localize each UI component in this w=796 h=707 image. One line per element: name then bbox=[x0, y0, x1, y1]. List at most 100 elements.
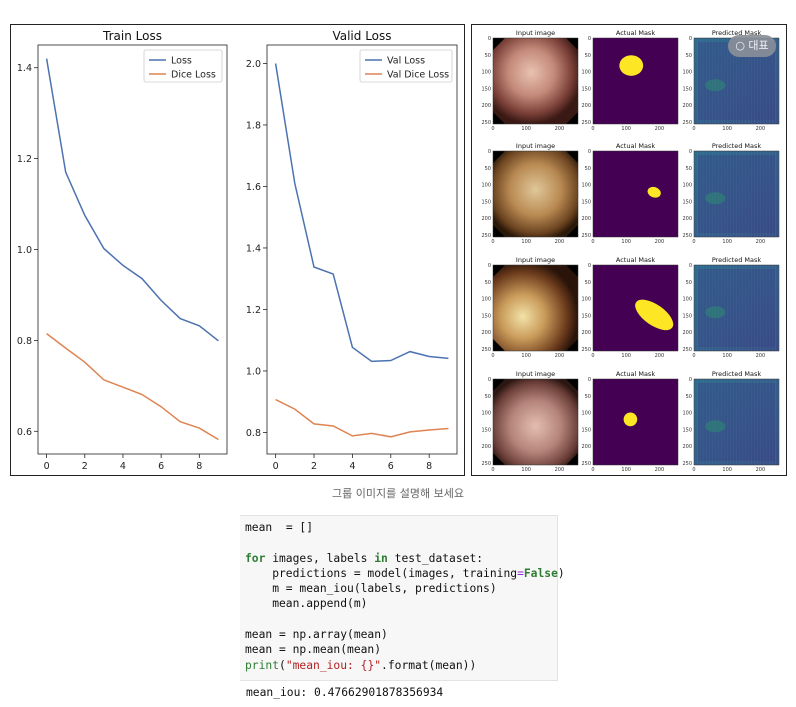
predicted-mask-hotspot bbox=[705, 192, 726, 205]
mask-cell-border bbox=[492, 378, 579, 466]
code-line-8: mean = np.array(mean) bbox=[245, 628, 388, 642]
code-line-4: predictions = model(images, training bbox=[245, 566, 518, 580]
series-line-1 bbox=[274, 63, 449, 363]
polyp-mask bbox=[647, 186, 661, 198]
x-tick-label: 2 bbox=[82, 461, 88, 472]
badge-label: 대표 bbox=[748, 39, 769, 52]
x-tick-label: 4 bbox=[349, 461, 355, 472]
mask-cell-title: Predicted Mask bbox=[712, 142, 762, 150]
predicted-mask-hotspot bbox=[705, 79, 726, 92]
mask-y-tick: 50 bbox=[686, 280, 692, 286]
mask-y-tick: 150 bbox=[581, 86, 591, 92]
y-tick-label: 0.6 bbox=[17, 427, 32, 438]
mask-x-tick: 0 bbox=[591, 353, 594, 359]
mask-cell-border bbox=[592, 37, 679, 125]
endoscopy-image bbox=[493, 151, 578, 237]
code-line-5: m = mean_iou(labels, predictions) bbox=[245, 582, 497, 596]
mask-y-tick: 50 bbox=[585, 53, 591, 59]
mask-cell-border bbox=[592, 264, 679, 352]
mask-x-tick: 100 bbox=[521, 239, 531, 245]
mask-y-tick: 200 bbox=[682, 330, 692, 336]
mask-x-tick: 0 bbox=[692, 126, 695, 132]
chart-1: Train Loss 0 2 4 6 8 0.6 0.8 1.0 1.2 1.4 Loss Dice L… bbox=[17, 29, 228, 472]
mask-y-tick: 100 bbox=[581, 70, 591, 76]
y-tick-label: 1.8 bbox=[246, 120, 261, 131]
code-line-6: mean.append(m) bbox=[245, 597, 368, 611]
code-paren: ( bbox=[279, 658, 286, 672]
badge-circle-icon: ○ bbox=[735, 39, 745, 52]
keyword-for: for bbox=[245, 551, 266, 565]
mask-x-tick: 0 bbox=[591, 239, 594, 245]
legend-box bbox=[359, 49, 453, 83]
mask-cell-border bbox=[492, 37, 579, 125]
mask-y-tick: 250 bbox=[682, 461, 692, 467]
code-op-eq: = bbox=[517, 566, 524, 580]
mask-y-tick: 100 bbox=[581, 297, 591, 303]
endoscopy-image bbox=[493, 38, 578, 124]
mask-y-tick: 100 bbox=[682, 183, 692, 189]
plot-area bbox=[37, 44, 228, 455]
y-tick-label: 1.4 bbox=[17, 63, 32, 74]
mask-cell-title: Predicted Mask bbox=[712, 370, 762, 378]
mask-cell-title: Actual Mask bbox=[616, 370, 655, 378]
predicted-mask-texture bbox=[694, 379, 779, 465]
mask-y-tick: 150 bbox=[682, 313, 692, 319]
code-cell[interactable]: mean = [] for images, labels in test_dat… bbox=[240, 515, 565, 681]
mask-x-tick: 100 bbox=[521, 126, 531, 132]
y-tick-label: 1.0 bbox=[17, 245, 32, 256]
y-tick-label: 1.2 bbox=[246, 305, 261, 316]
predicted-mask-hotspot bbox=[705, 306, 726, 319]
y-tick-label: 1.0 bbox=[246, 366, 261, 377]
mask-y-tick: 0 bbox=[689, 149, 692, 155]
code-line-10-rest: .format(mean)) bbox=[381, 658, 477, 672]
mask-x-tick: 100 bbox=[621, 353, 631, 359]
mask-y-tick: 250 bbox=[682, 347, 692, 353]
mask-y-tick: 0 bbox=[689, 36, 692, 42]
legend-label: Val Loss bbox=[387, 56, 425, 67]
image-caption-prompt[interactable]: 그룹 이미지를 설명해 보세요 bbox=[332, 487, 464, 500]
mask-y-tick: 50 bbox=[686, 53, 692, 59]
mask-y-tick: 0 bbox=[488, 377, 491, 383]
mask-x-tick: 0 bbox=[491, 467, 494, 473]
mask-y-tick: 0 bbox=[588, 263, 591, 269]
mask-y-tick: 0 bbox=[488, 263, 491, 269]
mask-y-tick: 200 bbox=[682, 216, 692, 222]
legend: Loss Dice Loss bbox=[143, 49, 223, 83]
series-line-2 bbox=[275, 398, 449, 438]
mask-cell-border bbox=[693, 264, 780, 352]
mask-y-tick: 100 bbox=[481, 297, 491, 303]
mask-x-tick: 0 bbox=[591, 126, 594, 132]
mask-cell-title: Actual Mask bbox=[616, 142, 655, 150]
mask-y-tick: 100 bbox=[481, 183, 491, 189]
mask-x-tick: 200 bbox=[756, 353, 766, 359]
mask-x-tick: 200 bbox=[655, 467, 665, 473]
mask-y-tick: 250 bbox=[581, 120, 591, 126]
x-tick-label: 0 bbox=[273, 461, 279, 472]
keyword-in: in bbox=[374, 551, 388, 565]
legend-label: Val Dice Loss bbox=[387, 70, 449, 81]
mask-y-tick: 200 bbox=[481, 103, 491, 109]
mask-y-tick: 250 bbox=[481, 233, 491, 239]
mask-y-tick: 0 bbox=[689, 377, 692, 383]
plot-area bbox=[266, 44, 458, 455]
mask-y-tick: 0 bbox=[488, 149, 491, 155]
mask-x-tick: 200 bbox=[655, 126, 665, 132]
mask-y-tick: 100 bbox=[682, 70, 692, 76]
actual-mask-bg bbox=[593, 151, 678, 237]
mask-x-tick: 0 bbox=[692, 353, 695, 359]
representative-badge[interactable]: ○ 대표 bbox=[728, 35, 776, 57]
mask-x-tick: 100 bbox=[722, 467, 732, 473]
mask-y-tick: 0 bbox=[488, 36, 491, 42]
mask-y-tick: 100 bbox=[581, 411, 591, 417]
polyp-mask bbox=[619, 55, 644, 76]
mask-x-tick: 200 bbox=[555, 239, 565, 245]
mask-y-tick: 200 bbox=[481, 444, 491, 450]
mask-y-tick: 50 bbox=[585, 394, 591, 400]
y-tick-label: 2.0 bbox=[246, 59, 261, 70]
mask-y-tick: 150 bbox=[481, 427, 491, 433]
